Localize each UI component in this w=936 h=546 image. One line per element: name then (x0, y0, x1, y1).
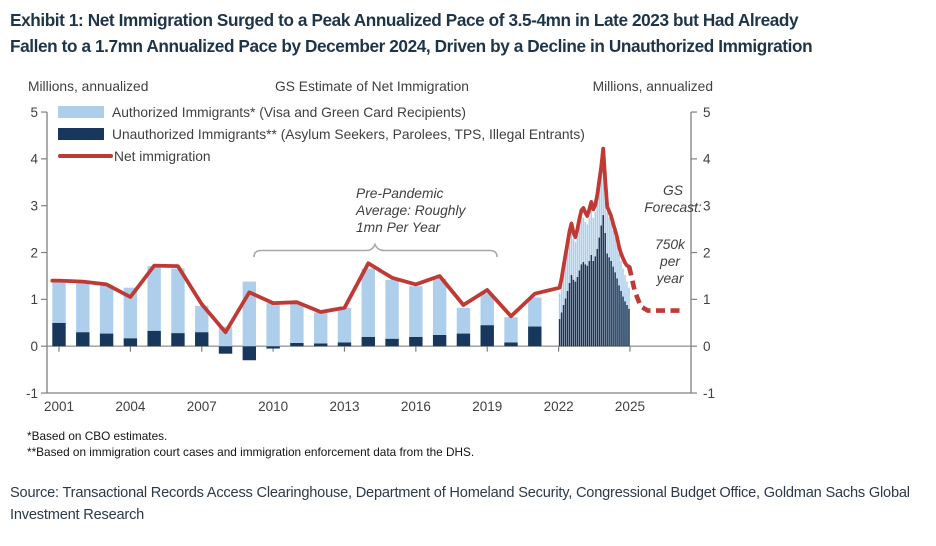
forecast-value-line1: 750k (655, 237, 685, 252)
svg-text:2019: 2019 (472, 399, 502, 414)
svg-text:2001: 2001 (44, 399, 74, 414)
svg-text:0: 0 (703, 339, 711, 354)
exhibit-title: Exhibit 1: Net Immigration Surged to a P… (10, 7, 930, 59)
right-axis-units-label: Millions, annualized (592, 79, 713, 94)
forecast-value-line2: per (660, 254, 680, 269)
forecast-value-line3: year (656, 271, 684, 286)
svg-text:1: 1 (703, 292, 711, 307)
prepandemic-line3: 1mn Per Year (356, 219, 441, 235)
svg-text:4: 4 (30, 152, 38, 167)
svg-text:-1: -1 (26, 386, 38, 401)
stacked-bars (52, 162, 630, 361)
legend-label-unauthorized: Unauthorized Immigrants** (Asylum Seeker… (112, 126, 585, 142)
prepandemic-bracket (253, 242, 498, 258)
svg-text:2004: 2004 (115, 399, 146, 414)
chart-subtitle: GS Estimate of Net Immigration (275, 79, 469, 94)
legend-row-authorized: Authorized Immigrants* (Visa and Green C… (58, 101, 585, 123)
legend-label-net: Net immigration (114, 148, 211, 164)
svg-text:2010: 2010 (258, 399, 288, 414)
authorized-swatch-icon (58, 106, 104, 118)
svg-text:5: 5 (703, 105, 711, 120)
x-axis-ticks (58, 346, 631, 352)
svg-text:2025: 2025 (615, 399, 645, 414)
axes-frame (41, 111, 697, 394)
gs-forecast-line1: GS (663, 183, 683, 198)
footnote-cbo: *Based on CBO estimates. (27, 429, 168, 443)
svg-text:2016: 2016 (401, 399, 431, 414)
svg-text:0: 0 (30, 339, 38, 354)
legend-label-authorized: Authorized Immigrants* (Visa and Green C… (112, 104, 467, 120)
svg-text:3: 3 (703, 199, 711, 214)
net-line-swatch-icon (58, 154, 113, 158)
footnotes: *Based on CBO estimates. **Based on immi… (27, 428, 474, 460)
svg-text:2007: 2007 (187, 399, 217, 414)
svg-text:4: 4 (703, 152, 711, 167)
svg-text:2022: 2022 (544, 399, 574, 414)
legend-row-unauthorized: Unauthorized Immigrants** (Asylum Seeker… (58, 123, 585, 145)
prepandemic-annotation: Pre-Pandemic Average: Roughly 1mn Per Ye… (356, 186, 465, 236)
exhibit-title-line1: Exhibit 1: Net Immigration Surged to a P… (10, 10, 799, 30)
legend: Authorized Immigrants* (Visa and Green C… (58, 101, 585, 167)
left-axis-units-label: Millions, annualized (28, 79, 149, 94)
svg-text:2: 2 (30, 245, 38, 260)
unauthorized-swatch-icon (58, 128, 104, 140)
svg-text:3: 3 (30, 199, 38, 214)
svg-text:2: 2 (703, 245, 711, 260)
net-immigration-line (50, 146, 631, 335)
footnote-dhs: **Based on immigration court cases and i… (27, 445, 475, 459)
forecast-dashed-line (626, 266, 684, 313)
source-line: Source: Transactional Records Access Cle… (10, 485, 910, 523)
svg-text:1: 1 (30, 292, 38, 307)
svg-text:2013: 2013 (329, 399, 359, 414)
exhibit-title-line2: Fallen to a 1.7mn Annualized Pace by Dec… (10, 36, 813, 56)
chart-plot: -1 -1 0 0 1 1 2 2 3 3 4 4 5 5 2001 2004 2007 2010 2013 2016… (26, 105, 715, 414)
svg-text:5: 5 (30, 105, 38, 120)
prepandemic-line1: Pre-Pandemic (356, 186, 444, 201)
legend-row-net: Net immigration (58, 145, 585, 167)
forecast-value-annotation: 750k per year (636, 236, 704, 287)
prepandemic-line2: Average: Roughly (356, 202, 466, 218)
gs-forecast-annotation: GS Forecast: (634, 183, 712, 216)
gs-forecast-line2: Forecast: (644, 199, 702, 215)
svg-text:-1: -1 (703, 386, 715, 401)
axis-tick-labels: -1 -1 0 0 1 1 2 2 3 3 4 4 5 5 2001 2004 2007 2010 2013 2016… (26, 105, 715, 414)
